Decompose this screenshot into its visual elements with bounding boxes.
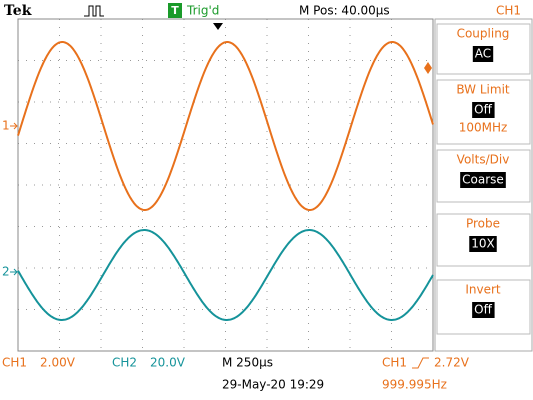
brand: Tek <box>4 3 32 19</box>
ch2-trace <box>17 229 434 321</box>
trigger-status: Trig'd <box>186 4 219 18</box>
menu-label: Coupling <box>457 27 510 41</box>
menu-item <box>436 23 531 75</box>
date-time: 29-May-20 19:29 <box>222 378 324 392</box>
trigger-icon-box <box>168 3 182 18</box>
trigger-source: CH1 <box>382 356 407 370</box>
graticule-border <box>17 18 434 352</box>
menu-channel: CH1 <box>496 4 521 18</box>
ch2-marker: 2 <box>2 265 10 279</box>
ch2-scale: 20.0V <box>150 356 186 370</box>
rising-edge-icon <box>412 357 429 369</box>
menu-value-box <box>472 46 494 62</box>
menu-value-box <box>472 102 495 118</box>
trigger-position-marker <box>213 23 223 30</box>
timebase: M 250µs <box>222 356 273 370</box>
ch1-marker: 1 <box>2 119 10 133</box>
ch2-label: CH2 <box>112 356 137 370</box>
menu-item <box>436 213 531 267</box>
menu-item <box>436 279 531 335</box>
ch1-arrow <box>10 122 18 130</box>
ch2-arrow <box>10 268 18 276</box>
menu-value: 10X <box>471 237 495 251</box>
frequency: 999.995Hz <box>382 378 447 392</box>
menu-detail: 100MHz <box>459 121 508 135</box>
menu-label: Volts/Div <box>457 153 510 167</box>
menu-value-box <box>469 236 497 252</box>
menu-label: BW Limit <box>456 83 510 97</box>
trigger-icon: T <box>171 4 179 17</box>
horizontal-position: M Pos: 40.00µs <box>299 4 390 18</box>
acquire-icon <box>84 5 104 17</box>
menu-label: Invert <box>465 283 501 297</box>
ch1-label: CH1 <box>2 356 27 370</box>
ch1-trace <box>17 41 434 211</box>
ch1-scale: 2.00V <box>40 356 76 370</box>
trigger-level-marker <box>424 62 432 74</box>
menu-value: AC <box>475 47 491 61</box>
menu-value: Off <box>474 303 492 317</box>
trigger-level: 2.72V <box>434 356 470 370</box>
menu-value: Off <box>474 103 492 117</box>
menu-item <box>436 149 531 203</box>
menu-item <box>436 79 531 145</box>
menu-value-box <box>472 302 495 318</box>
side-menu: Coupling AC BW Limit Off 100MHz Volts/Div Coar… <box>434 18 533 352</box>
menu-value-box <box>460 172 506 188</box>
menu-label: Probe <box>466 217 500 231</box>
menu-value: Coarse <box>462 173 504 187</box>
